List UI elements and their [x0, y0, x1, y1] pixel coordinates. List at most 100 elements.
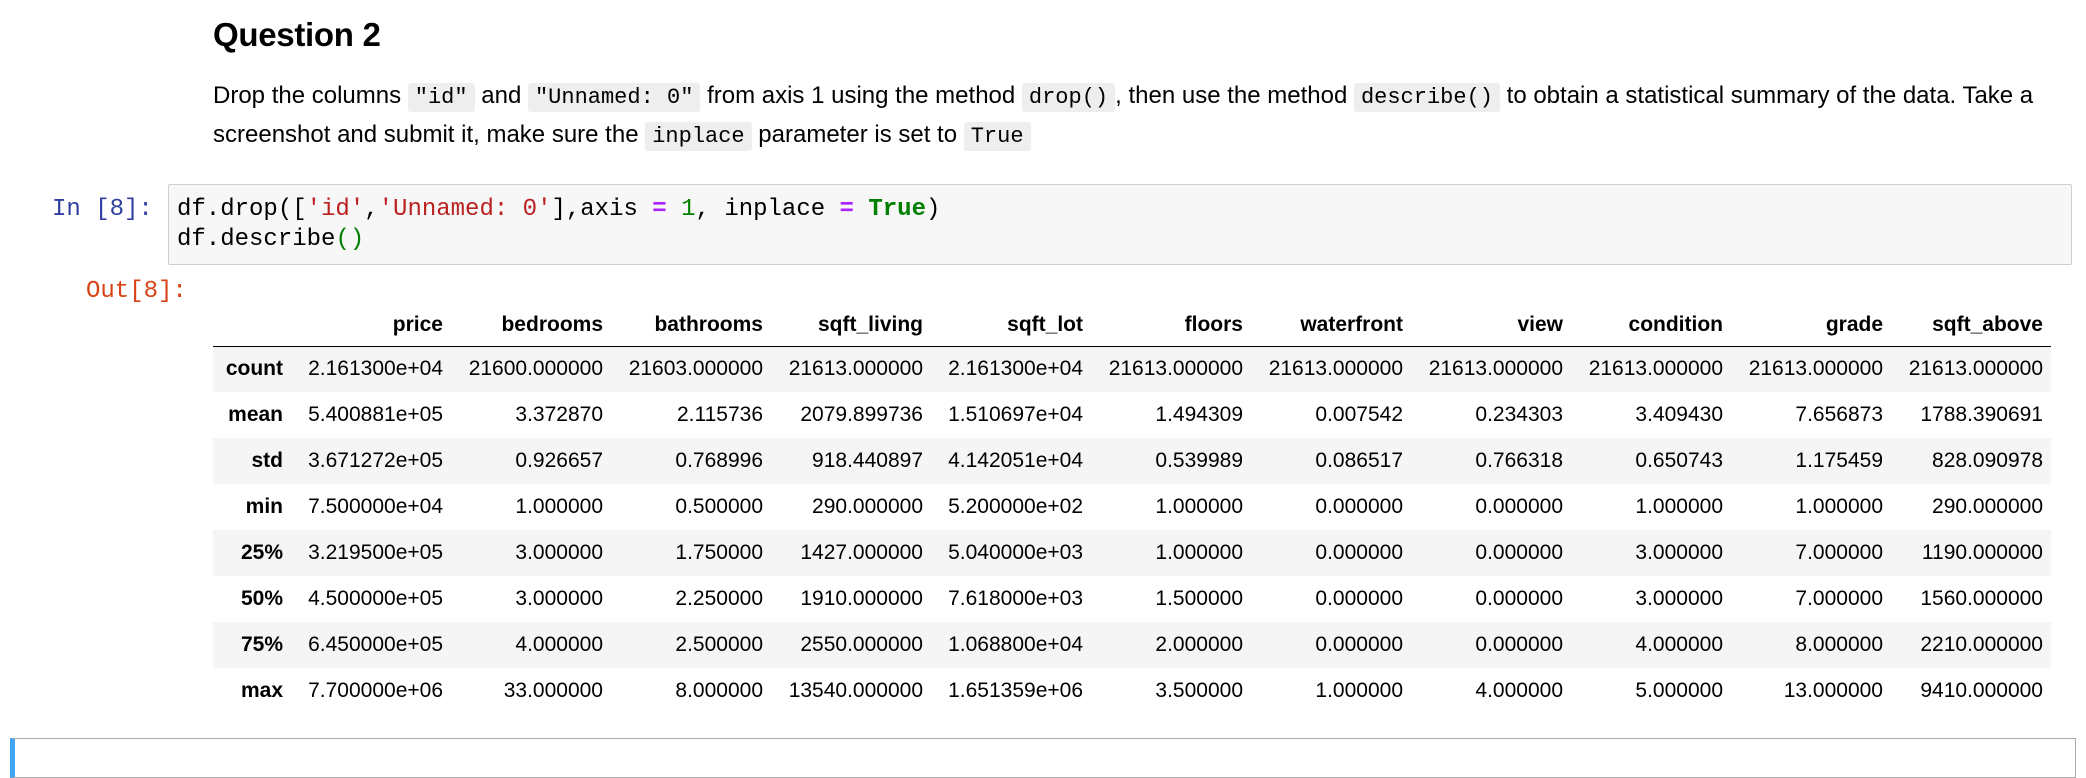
table-cell: 8.000000: [675, 679, 763, 702]
column-header: condition: [1571, 304, 1731, 347]
code-token: ): [925, 196, 941, 223]
row-label: 25%: [240, 541, 283, 564]
table-cell: 1.651359e+06: [948, 679, 1083, 702]
table-cell: 4.142051e+04: [948, 449, 1083, 472]
table-cell: 2079.899736: [800, 403, 923, 426]
table-cell: 7.700000e+06: [308, 679, 443, 702]
table-cell: 7.500000e+04: [308, 495, 443, 518]
row-label: 75%: [240, 633, 283, 656]
code-line-1: df.drop(['id','Unnamed: 0'],axis = 1, in…: [177, 196, 940, 223]
table-cell: 21603.000000: [628, 357, 763, 381]
input-prompt: In [8]:: [52, 196, 153, 223]
table-cell: 6.450000e+05: [308, 633, 443, 656]
code-token: df.drop([: [177, 196, 307, 223]
code-token: [667, 196, 681, 223]
table-cell: 2210.000000: [1920, 633, 2043, 656]
table-cell: 1.068800e+04: [948, 633, 1083, 656]
table-cell: 0.000000: [1475, 541, 1563, 564]
table-cell: 1.000000: [1155, 541, 1243, 564]
table-cell: 3.372870: [515, 403, 603, 426]
row-label: count: [225, 357, 283, 381]
table-cell: 21613.000000: [1908, 357, 2043, 381]
table-cell: 0.000000: [1475, 633, 1563, 656]
table-row: count 2.161300e+04 21600.000000 21603.00000…: [213, 346, 2051, 392]
table-cell: 2.250000: [675, 587, 763, 610]
table-cell: 2550.000000: [800, 633, 923, 656]
code-string: 'Unnamed: 0': [378, 196, 552, 223]
table-cell: 21613.000000: [1108, 357, 1243, 381]
table-cell: 1.000000: [1635, 495, 1723, 518]
code-operator: =: [839, 196, 854, 223]
code-token: [854, 196, 868, 223]
table-cell: 0.539989: [1155, 449, 1243, 472]
table-cell: 3.000000: [515, 587, 603, 610]
table-cell: 3.671272e+05: [308, 449, 443, 472]
table-cell: 7.656873: [1795, 403, 1883, 426]
row-label: min: [245, 495, 283, 518]
table-cell: 5.040000e+03: [948, 541, 1083, 564]
row-label: std: [251, 449, 284, 472]
table-cell: 2.115736: [676, 403, 763, 426]
table-cell: 21613.000000: [1748, 357, 1883, 381]
table-cell: 828.090978: [1932, 449, 2043, 472]
code-editor[interactable]: df.drop(['id','Unnamed: 0'],axis = 1, in…: [168, 184, 2072, 265]
table-cell: 3.219500e+05: [308, 541, 443, 564]
table-cell: 1.750000: [675, 541, 763, 564]
inline-code-true: True: [963, 122, 1031, 151]
table-cell: 4.000000: [1635, 633, 1723, 656]
code-parens: (): [335, 226, 365, 253]
question-heading: Question 2: [213, 16, 381, 53]
column-header: sqft_above: [1891, 304, 2051, 347]
table-cell: 1427.000000: [800, 541, 923, 564]
inline-code-unnamed: "Unnamed: 0": [527, 83, 701, 112]
table-cell: 5.000000: [1635, 679, 1723, 702]
table-cell: 290.000000: [1932, 495, 2043, 518]
table-cell: 1.000000: [515, 495, 603, 518]
table-cell: 3.000000: [1635, 541, 1723, 564]
code-token: df.describe: [177, 226, 336, 253]
table-cell: 5.200000e+02: [948, 495, 1083, 518]
output-area[interactable]: price bedrooms bathrooms sqft_living sqf…: [213, 304, 2073, 714]
table-cell: 21613.000000: [788, 357, 923, 381]
inline-code-describe: describe(): [1353, 83, 1500, 112]
table-cell: 3.409430: [1635, 403, 1723, 426]
table-cell: 290.000000: [812, 495, 923, 518]
table-cell: 1.175459: [1795, 449, 1883, 472]
text-segment: and: [474, 82, 528, 109]
column-header: bedrooms: [451, 304, 611, 347]
table-cell: 7.618000e+03: [948, 587, 1083, 610]
table-row: 25% 3.219500e+05 3.000000 1.750000 1427.0000…: [213, 530, 2051, 576]
next-code-cell[interactable]: [10, 738, 2076, 778]
table-cell: 0.000000: [1475, 587, 1563, 610]
table-cell: 9410.000000: [1920, 679, 2043, 702]
column-header: sqft_living: [771, 304, 931, 347]
table-row: mean 5.400881e+05 3.372870 2.115736 2079.899…: [213, 392, 2051, 438]
row-label: 50%: [240, 587, 283, 610]
table-cell: 13540.000000: [788, 679, 923, 702]
table-cell: 1.000000: [1315, 679, 1403, 702]
table-cell: 1910.000000: [800, 587, 923, 610]
table-cell: 21613.000000: [1268, 357, 1403, 381]
table-header-row: price bedrooms bathrooms sqft_living sqf…: [213, 304, 2051, 347]
column-header: sqft_lot: [931, 304, 1091, 347]
text-segment: from axis 1 using the method: [700, 82, 1022, 109]
column-header: floors: [1091, 304, 1251, 347]
code-token: ],axis: [551, 196, 653, 223]
column-header: grade: [1731, 304, 1891, 347]
table-cell: 1788.390691: [1920, 403, 2043, 426]
table-cell: 0.000000: [1315, 587, 1403, 610]
table-cell: 918.440897: [812, 449, 923, 472]
table-cell: 0.768996: [675, 449, 763, 472]
table-cell: 0.000000: [1315, 541, 1403, 564]
table-cell: 7.000000: [1795, 541, 1883, 564]
inline-code-drop: drop(): [1021, 83, 1116, 112]
code-line-2: df.describe(): [177, 226, 364, 253]
table-cell: 2.161300e+04: [948, 357, 1083, 381]
inline-code-inplace: inplace: [645, 122, 752, 151]
inline-code-id: "id": [407, 83, 475, 112]
describe-table: price bedrooms bathrooms sqft_living sqf…: [213, 304, 2051, 714]
table-cell: 4.000000: [515, 633, 603, 656]
table-cell: 13.000000: [1783, 679, 1883, 702]
table-cell: 1.500000: [1155, 587, 1243, 610]
table-cell: 0.234303: [1475, 403, 1563, 426]
